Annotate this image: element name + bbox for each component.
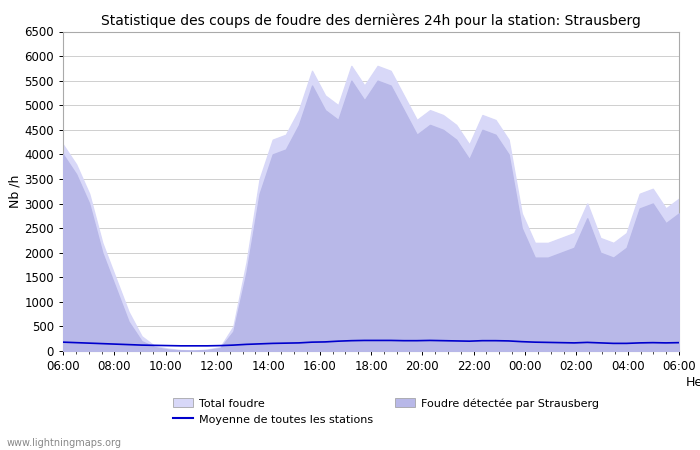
Text: Heure: Heure: [686, 376, 700, 389]
Y-axis label: Nb /h: Nb /h: [8, 175, 22, 208]
Text: www.lightningmaps.org: www.lightningmaps.org: [7, 438, 122, 448]
Legend: Total foudre, Moyenne de toutes les stations, Foudre détectée par Strausberg: Total foudre, Moyenne de toutes les stat…: [174, 398, 598, 425]
Title: Statistique des coups de foudre des dernières 24h pour la station: Strausberg: Statistique des coups de foudre des dern…: [101, 13, 641, 27]
